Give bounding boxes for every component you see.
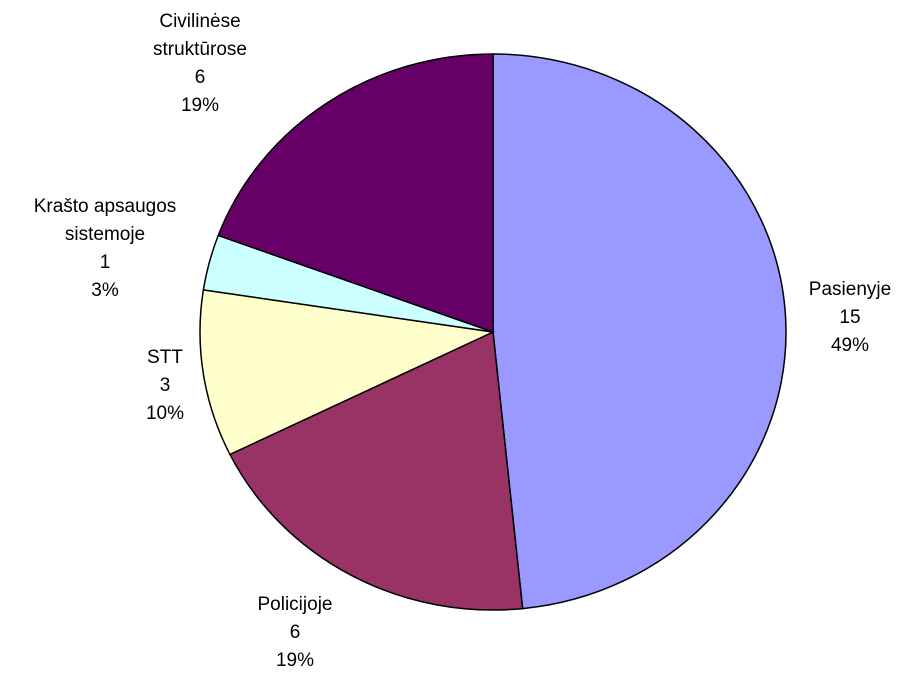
pie-slice bbox=[228, 330, 524, 611]
pie-slice bbox=[217, 53, 494, 334]
slice-label: Krašto apsaugos sistemoje bbox=[34, 196, 177, 245]
slice-percent: 19% bbox=[276, 650, 314, 671]
slice-label: Civilinėse struktūrose bbox=[153, 11, 247, 60]
slice-label: Policijoje bbox=[258, 594, 333, 615]
slice-percent: 49% bbox=[831, 335, 869, 356]
slice-value: 6 bbox=[290, 622, 301, 643]
slice-value: 6 bbox=[195, 67, 206, 88]
slice-percent: 3% bbox=[91, 280, 119, 301]
pie-slice bbox=[492, 53, 787, 610]
slice-label: STT bbox=[147, 347, 183, 368]
slice-percent: 10% bbox=[146, 403, 184, 424]
slice-value: 1 bbox=[100, 252, 111, 273]
slice-label: Pasienyje bbox=[809, 279, 891, 300]
pie-slice bbox=[199, 289, 496, 456]
slice-value: 15 bbox=[839, 307, 860, 328]
slice-percent: 19% bbox=[181, 95, 219, 116]
slice-value: 3 bbox=[160, 375, 171, 396]
